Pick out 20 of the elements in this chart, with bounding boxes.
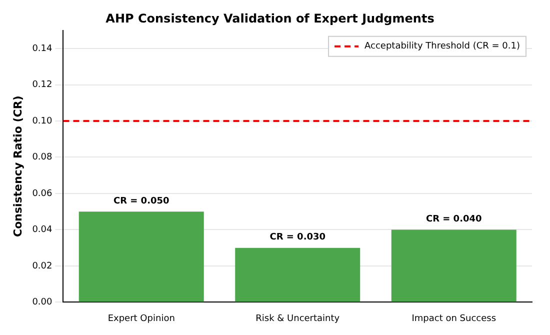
bar — [235, 248, 360, 302]
x-tick-label: Impact on Success — [412, 314, 496, 324]
legend-label: Acceptability Threshold (CR = 0.1) — [364, 42, 520, 52]
x-tick-label: Risk & Uncertainty — [256, 314, 340, 324]
y-tick-label: 0.14 — [32, 44, 53, 54]
y-tick-label: 0.06 — [32, 188, 53, 199]
data-label: CR = 0.030 — [270, 232, 326, 243]
data-label: CR = 0.040 — [426, 214, 482, 225]
y-tick-label: 0.08 — [32, 152, 53, 163]
y-tick-label: 0.02 — [32, 261, 52, 272]
data-label: CR = 0.050 — [113, 196, 170, 206]
bar — [78, 212, 204, 302]
y-tick-label: 0.04 — [32, 225, 53, 236]
y-axis-title: Consistency Ratio (CR) — [11, 96, 24, 237]
y-tick-label: 0.00 — [32, 298, 53, 308]
y-tick-label: 0.12 — [32, 80, 52, 90]
chart-title: AHP Consistency Validation of Expert Judgments — [106, 11, 434, 26]
y-tick-label: 0.10 — [32, 116, 53, 126]
bar — [391, 230, 516, 302]
x-tick-label: Expert Opinion — [108, 314, 175, 324]
